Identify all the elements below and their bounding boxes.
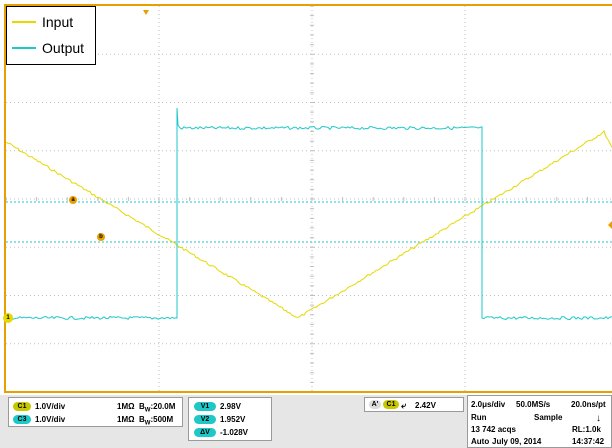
cursor-delta-pill[interactable]: ΔV (194, 428, 216, 437)
channel-3-pill[interactable]: C3 (13, 415, 31, 424)
record-length: RL:1.0k (572, 425, 601, 434)
channel-1-scale: 1.0V/div (35, 402, 65, 411)
acquisition-panel[interactable]: 2.0μs/div 50.0MS/s 20.0ns/pt Run Sample … (467, 395, 612, 448)
channel-1-impedance: 1MΩ (117, 402, 135, 411)
acq-mode: Sample (534, 413, 562, 422)
channel-1-pill[interactable]: C1 (13, 402, 31, 411)
arrow-down-icon: ↓ (596, 413, 601, 424)
channel-3-bandwidth: BW:500M (139, 415, 173, 427)
cursor-v2-pill[interactable]: V2 (194, 415, 216, 424)
trigger-panel[interactable]: A' C1 ⤶ 2.42V (364, 397, 464, 412)
trigger-level: 2.42V (415, 401, 436, 410)
trigger-mode: Auto (471, 437, 489, 446)
cursor-v1-pill[interactable]: V1 (194, 402, 216, 411)
cursor-v1-value: 2.98V (220, 402, 241, 411)
cursor-readout-panel[interactable]: V1 2.98V V2 1.952V ΔV -1.028V (188, 397, 272, 441)
acq-count: 13 742 acqs (471, 425, 516, 434)
channel-3-scale: 1.0V/div (35, 415, 65, 424)
channel-1-bandwidth: BW:20.0M (139, 402, 175, 414)
input-line-icon (12, 21, 36, 23)
legend-item-input: Input (12, 14, 73, 30)
channel-3-impedance: 1MΩ (117, 415, 135, 424)
trigger-edge-icon: ⤶ (401, 400, 406, 411)
waveform-display: a b 1 Input Output (0, 0, 612, 395)
legend-label-output: Output (42, 40, 84, 56)
output-line-icon (12, 47, 36, 49)
ref-marker-a: a (69, 196, 77, 204)
cursor-delta-value: -1.028V (220, 428, 248, 437)
date: July 09, 2014 (492, 437, 541, 446)
legend-item-output: Output (12, 40, 84, 56)
run-state: Run (471, 413, 487, 422)
sample-rate: 50.0MS/s (516, 400, 550, 409)
trigger-channel-pill[interactable]: C1 (383, 400, 399, 409)
cursor-v2-value: 1.952V (220, 415, 245, 424)
time: 14:37:42 (572, 437, 604, 446)
legend: Input Output (6, 6, 96, 65)
resolution: 20.0ns/pt (571, 400, 606, 409)
channel-1-marker-icon[interactable]: 1 (3, 313, 13, 323)
status-bar: C1 1.0V/div 1MΩ BW:20.0M C3 1.0V/div 1MΩ… (0, 395, 612, 448)
ref-marker-b: b (97, 233, 105, 241)
trigger-source-a: A' (369, 400, 381, 409)
channel-settings-panel[interactable]: C1 1.0V/div 1MΩ BW:20.0M C3 1.0V/div 1MΩ… (8, 397, 183, 427)
timebase: 2.0μs/div (471, 400, 505, 409)
legend-label-input: Input (42, 14, 73, 30)
